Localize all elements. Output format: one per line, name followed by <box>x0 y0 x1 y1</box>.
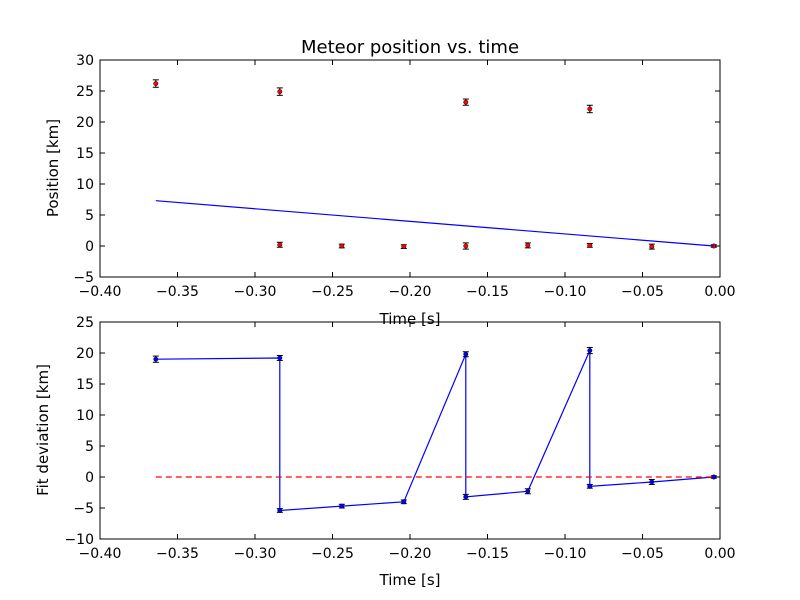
x-tick-label: −0.25 <box>311 546 354 562</box>
data-point <box>339 503 345 509</box>
y-tick-label: 5 <box>85 208 94 224</box>
data-point <box>587 106 593 112</box>
x-tick-label: −0.10 <box>544 546 587 562</box>
data-point <box>587 483 593 489</box>
x-tick-label: −0.25 <box>311 284 354 300</box>
x-tick-label: −0.05 <box>621 284 664 300</box>
data-point <box>525 488 531 494</box>
plot-frame <box>99 321 721 540</box>
y-axis-label: Fit deviation [km] <box>34 364 52 496</box>
y-tick-label: 0 <box>85 470 94 486</box>
y-tick-label: 15 <box>76 377 94 393</box>
y-tick-label: 10 <box>76 408 94 424</box>
y-tick-label: −10 <box>64 532 94 548</box>
data-point <box>463 99 469 105</box>
x-tick-label: −0.40 <box>79 284 122 300</box>
data-point <box>463 243 469 249</box>
data-point <box>525 242 531 248</box>
x-tick-label: −0.30 <box>234 546 277 562</box>
deviation-line <box>155 350 714 512</box>
position-plot: Meteor position vs. time −0.40 −0.35 −0.30… <box>44 37 736 328</box>
y-tick-label: 30 <box>76 53 94 69</box>
data-point <box>153 81 159 87</box>
x-axis-label: Time [s] <box>379 310 441 328</box>
data-point <box>649 244 655 250</box>
x-tick-label: 0.00 <box>704 546 735 562</box>
y-tick-label: 25 <box>76 84 94 100</box>
data-point <box>277 508 283 513</box>
x-tick-label: 0.00 <box>704 284 735 300</box>
data-point <box>463 351 469 357</box>
y-tick-label: 25 <box>76 315 94 331</box>
x-tick-label: −0.35 <box>156 546 199 562</box>
x-tick-label: −0.40 <box>79 546 122 562</box>
data-point <box>153 356 159 362</box>
plot-frame <box>99 59 721 278</box>
data-point <box>277 242 283 248</box>
y-tick-label: 10 <box>76 177 94 193</box>
data-point <box>649 479 655 485</box>
x-tick-label: −0.20 <box>389 546 432 562</box>
data-point <box>277 89 283 95</box>
y-tick-label: 20 <box>76 346 94 362</box>
data-point <box>401 499 407 505</box>
data-point <box>401 244 407 250</box>
x-tick-label: −0.30 <box>234 284 277 300</box>
fit-line <box>155 200 714 247</box>
data-point <box>277 355 283 361</box>
y-axis-label: Position [km] <box>44 119 62 217</box>
data-point <box>339 243 345 249</box>
x-tick-label: −0.35 <box>156 284 199 300</box>
x-tick-label: −0.15 <box>466 284 509 300</box>
y-tick-label: 20 <box>76 115 94 131</box>
x-tick-label: −0.15 <box>466 546 509 562</box>
data-point <box>587 348 593 353</box>
y-tick-label: 15 <box>76 146 94 162</box>
fit-deviation-plot: −0.40 −0.35 −0.30 −0.25 −0.20 −0.15 −0.10 −0.05… <box>34 315 736 589</box>
x-axis-label: Time [s] <box>379 571 441 589</box>
y-tick-label: −5 <box>73 501 94 517</box>
chart-title: Meteor position vs. time <box>301 37 519 58</box>
y-tick-label: −5 <box>73 270 94 286</box>
x-tick-label: −0.10 <box>544 284 587 300</box>
y-tick-label: 5 <box>85 439 94 455</box>
y-tick-label: 0 <box>85 239 94 255</box>
data-point <box>587 242 593 248</box>
data-point <box>463 494 469 500</box>
x-tick-label: −0.05 <box>621 546 664 562</box>
x-tick-label: −0.20 <box>389 284 432 300</box>
